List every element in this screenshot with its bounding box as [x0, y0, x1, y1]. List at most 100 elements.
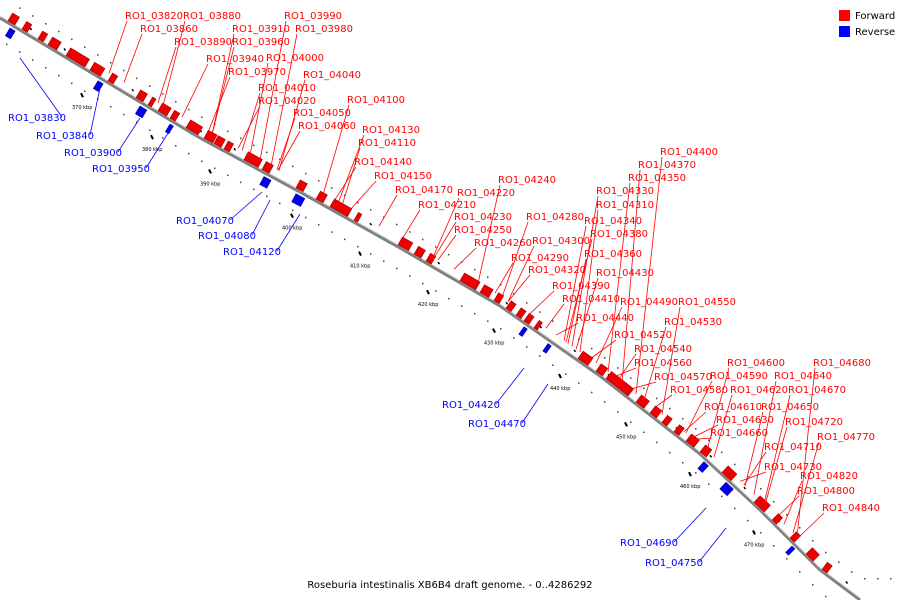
forward-gene-label[interactable]: RO1_04840 — [822, 503, 880, 514]
forward-gene-label[interactable]: RO1_03910 — [232, 24, 290, 35]
forward-gene-label[interactable]: RO1_03970 — [228, 67, 286, 78]
grid-dot — [643, 431, 645, 434]
reverse-gene-label[interactable]: RO1_04750 — [645, 558, 703, 569]
forward-gene-label[interactable]: RO1_04150 — [374, 171, 432, 182]
forward-gene-label[interactable]: RO1_04300 — [532, 236, 590, 247]
reverse-gene-label[interactable]: RO1_03840 — [36, 131, 94, 142]
forward-gene-label[interactable]: RO1_04770 — [817, 432, 875, 443]
forward-gene-label[interactable]: RO1_04110 — [358, 138, 416, 149]
forward-gene-label[interactable]: RO1_04010 — [258, 83, 316, 94]
forward-gene-label[interactable]: RO1_04530 — [664, 317, 722, 328]
forward-gene-label[interactable]: RO1_04650 — [761, 402, 819, 413]
forward-gene-label[interactable]: RO1_04130 — [362, 125, 420, 136]
forward-gene-label[interactable]: RO1_04410 — [562, 294, 620, 305]
forward-gene-label[interactable]: RO1_03880 — [183, 11, 241, 22]
forward-gene-label[interactable]: RO1_04350 — [628, 173, 686, 184]
forward-gene-label[interactable]: RO1_04310 — [596, 200, 654, 211]
grid-dot — [71, 82, 73, 85]
forward-gene-label[interactable]: RO1_04330 — [596, 186, 654, 197]
forward-gene-label[interactable]: RO1_03860 — [140, 24, 198, 35]
minor-tick — [573, 349, 577, 353]
forward-gene-label[interactable]: RO1_04100 — [347, 95, 405, 106]
forward-gene-label[interactable]: RO1_04590 — [710, 371, 768, 382]
reverse-gene-label[interactable]: RO1_04470 — [468, 419, 526, 430]
forward-gene-label[interactable]: RO1_04620 — [730, 385, 788, 396]
forward-gene-label[interactable]: RO1_03820 — [125, 11, 183, 22]
forward-gene-label[interactable]: RO1_04020 — [258, 96, 316, 107]
reverse-gene-block — [259, 176, 272, 189]
forward-gene-label[interactable]: RO1_04710 — [764, 442, 822, 453]
forward-gene-label[interactable]: RO1_04230 — [454, 212, 512, 223]
forward-gene-label[interactable]: RO1_04630 — [716, 415, 774, 426]
reverse-gene-label[interactable]: RO1_04120 — [223, 247, 281, 258]
forward-gene-label[interactable]: RO1_04210 — [418, 200, 476, 211]
grid-dot — [84, 46, 86, 48]
forward-gene-label[interactable]: RO1_04570 — [654, 372, 712, 383]
tick-label: 380 kbp — [142, 147, 162, 153]
forward-gene-label[interactable]: RO1_04220 — [457, 188, 515, 199]
reverse-gene-label[interactable]: RO1_03950 — [92, 164, 150, 175]
grid-dot — [448, 297, 450, 300]
forward-gene-label[interactable]: RO1_04560 — [634, 358, 692, 369]
forward-gene-label[interactable]: RO1_03940 — [206, 54, 264, 65]
forward-gene-label[interactable]: RO1_04720 — [785, 417, 843, 428]
forward-gene-label[interactable]: RO1_04820 — [800, 471, 858, 482]
reverse-gene-label[interactable]: RO1_04420 — [442, 400, 500, 411]
forward-gene-label[interactable]: RO1_03890 — [174, 37, 232, 48]
forward-leader-line — [595, 306, 623, 364]
grid-dot — [110, 106, 112, 108]
gene-blocks — [4, 12, 833, 574]
reverse-gene-label[interactable]: RO1_04070 — [176, 216, 234, 227]
forward-gene-label[interactable]: RO1_04440 — [576, 313, 634, 324]
forward-gene-label[interactable]: RO1_03980 — [295, 24, 353, 35]
forward-gene-label[interactable]: RO1_04340 — [584, 216, 642, 227]
forward-gene-label[interactable]: RO1_04370 — [638, 160, 696, 171]
forward-gene-label[interactable]: RO1_04730 — [764, 462, 822, 473]
forward-gene-label[interactable]: RO1_04380 — [590, 229, 648, 240]
forward-gene-label[interactable]: RO1_04170 — [395, 185, 453, 196]
forward-gene-label[interactable]: RO1_04580 — [670, 385, 728, 396]
forward-gene-label[interactable]: RO1_04240 — [498, 175, 556, 186]
reverse-gene-label[interactable]: RO1_04690 — [620, 538, 678, 549]
forward-gene-label[interactable]: RO1_04140 — [354, 157, 412, 168]
reverse-gene-label[interactable]: RO1_03900 — [64, 148, 122, 159]
grid-dot — [422, 238, 424, 241]
forward-gene-label[interactable]: RO1_04660 — [710, 428, 768, 439]
reverse-gene-label[interactable]: RO1_04080 — [198, 231, 256, 242]
tick-mark — [208, 168, 212, 174]
forward-gene-label[interactable]: RO1_04800 — [797, 486, 855, 497]
forward-gene-label[interactable]: RO1_04040 — [303, 70, 361, 81]
forward-gene-label[interactable]: RO1_04490 — [620, 297, 678, 308]
forward-gene-label[interactable]: RO1_04290 — [511, 253, 569, 264]
reverse-gene-block — [164, 123, 174, 135]
forward-gene-label[interactable]: RO1_04520 — [614, 330, 672, 341]
forward-gene-label[interactable]: RO1_04360 — [584, 249, 642, 260]
forward-gene-label[interactable]: RO1_04540 — [634, 344, 692, 355]
forward-gene-label[interactable]: RO1_04280 — [526, 212, 584, 223]
forward-gene-label[interactable]: RO1_04060 — [298, 121, 356, 132]
forward-gene-label[interactable]: RO1_04000 — [266, 53, 324, 64]
forward-gene-label[interactable]: RO1_03960 — [232, 37, 290, 48]
reverse-gene-label[interactable]: RO1_03830 — [8, 113, 66, 124]
forward-gene-label[interactable]: RO1_04640 — [774, 371, 832, 382]
forward-gene-label[interactable]: RO1_03990 — [284, 11, 342, 22]
forward-gene-label[interactable]: RO1_04260 — [474, 238, 532, 249]
forward-gene-label[interactable]: RO1_04400 — [660, 147, 718, 158]
forward-gene-label[interactable]: RO1_04550 — [678, 297, 736, 308]
forward-gene-label[interactable]: RO1_04250 — [454, 225, 512, 236]
forward-gene-block — [107, 72, 119, 85]
grid-dot — [643, 387, 645, 390]
forward-gene-label[interactable]: RO1_04680 — [813, 358, 871, 369]
forward-gene-label[interactable]: RO1_04390 — [552, 281, 610, 292]
forward-gene-label[interactable]: RO1_04610 — [704, 402, 762, 413]
forward-gene-label[interactable]: RO1_04600 — [727, 358, 785, 369]
forward-gene-label[interactable]: RO1_04050 — [293, 108, 351, 119]
reverse-leader-line — [19, 57, 63, 118]
forward-leader-line — [685, 380, 713, 434]
grid-dot — [721, 495, 723, 498]
forward-gene-label[interactable]: RO1_04670 — [788, 385, 846, 396]
forward-leader-line — [241, 92, 261, 151]
forward-gene-label[interactable]: RO1_04430 — [596, 268, 654, 279]
grid-dot — [890, 578, 892, 580]
forward-gene-label[interactable]: RO1_04320 — [528, 265, 586, 276]
